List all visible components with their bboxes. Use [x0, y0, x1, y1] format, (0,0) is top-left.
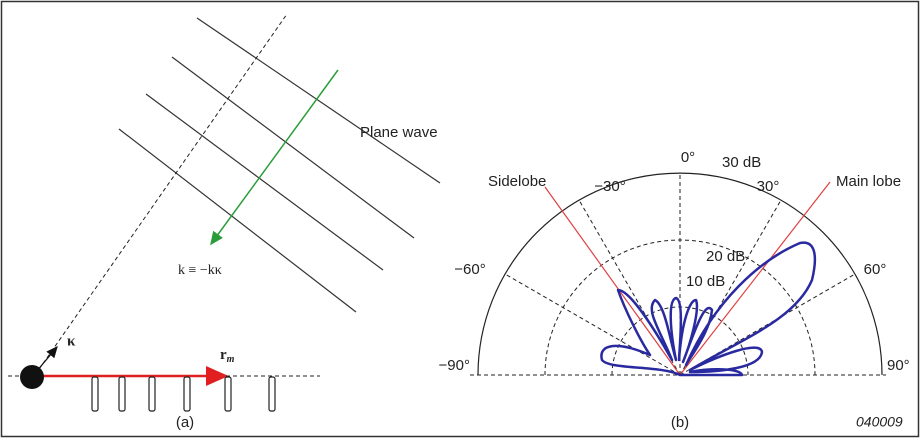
angle-label: 90° [887, 357, 910, 374]
radial-line [505, 274, 680, 375]
figure: k ≡ −kκ Plane wave κ rm (a) 0° [0, 0, 920, 438]
sensor [92, 377, 98, 411]
radius-label: 20 dB [706, 248, 745, 265]
direction-line [35, 14, 287, 375]
origin [20, 365, 44, 389]
radius-label: 10 dB [686, 273, 725, 290]
rm-sub: m [227, 354, 235, 365]
sensor [119, 377, 125, 411]
radius-label: 30 dB [722, 154, 761, 171]
sensor [269, 377, 275, 411]
angle-label: −60° [454, 261, 485, 278]
kappa-label: κ [67, 333, 76, 349]
main-lobe-label: Main lobe [836, 173, 901, 190]
caption-a: (a) [176, 414, 194, 431]
angle-label: 60° [864, 261, 887, 278]
panel-a: k ≡ −kκ Plane wave κ rm (a) [8, 14, 440, 431]
sidelobe-label: Sidelobe [488, 173, 546, 190]
angle-label: 0° [681, 149, 695, 166]
plane-wave-label: Plane wave [360, 124, 438, 141]
rm-label: rm [220, 347, 235, 365]
panel-b: 0° 30 dB −30° 30° Sidelobe Main lobe 20 … [439, 149, 910, 431]
wave-vector-label: k ≡ −kκ [178, 263, 222, 278]
caption-b: (b) [671, 414, 689, 431]
angle-label: 30° [757, 178, 780, 195]
sensor [225, 377, 231, 411]
sensor [149, 377, 155, 411]
angle-label: −90° [439, 357, 470, 374]
angle-label: −30° [594, 178, 625, 195]
figure-id: 040009 [856, 414, 903, 430]
wavefront [172, 57, 414, 238]
sensor [184, 377, 190, 411]
wavefront [119, 129, 356, 312]
